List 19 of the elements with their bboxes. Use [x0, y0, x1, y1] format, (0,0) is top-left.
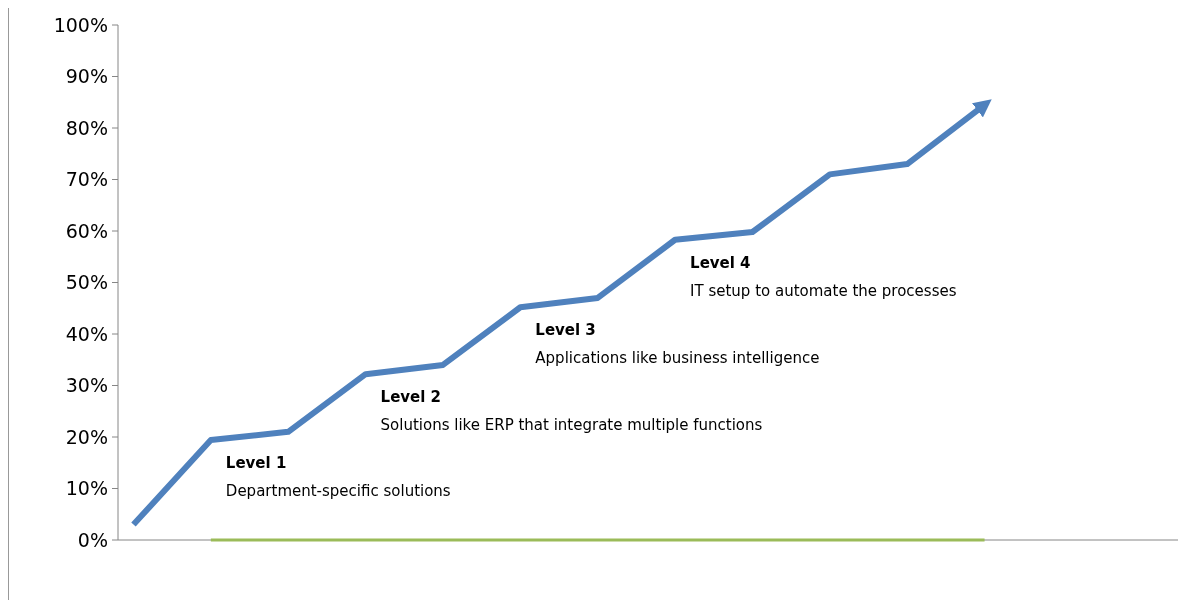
annotation: Department-specific solutions: [225, 482, 451, 501]
annotation: IT setup to automate the processes: [690, 281, 957, 300]
annotation: Solutions like ERP that integrate multiple functions: [380, 416, 763, 435]
y-tick-label: 30%: [65, 374, 108, 397]
annotation: Level 3: [535, 321, 596, 340]
y-tick-label: 90%: [65, 65, 108, 88]
y-tick-label: 60%: [65, 219, 108, 242]
annotation: Level 4: [690, 253, 751, 272]
y-tick-label: 10%: [65, 477, 108, 500]
y-tick-label: 70%: [65, 168, 108, 191]
y-tick-label: 50%: [65, 271, 108, 294]
y-tick-label: 0%: [77, 528, 108, 551]
y-tick-label: 80%: [65, 116, 108, 139]
annotation: Applications like business intelligence: [535, 349, 820, 368]
annotation: Level 2: [380, 388, 442, 407]
annotation: Level 1: [225, 454, 287, 473]
y-tick-label: 40%: [65, 322, 108, 345]
y-tick-label: 20%: [65, 425, 108, 448]
y-tick-label: 100%: [53, 13, 108, 36]
